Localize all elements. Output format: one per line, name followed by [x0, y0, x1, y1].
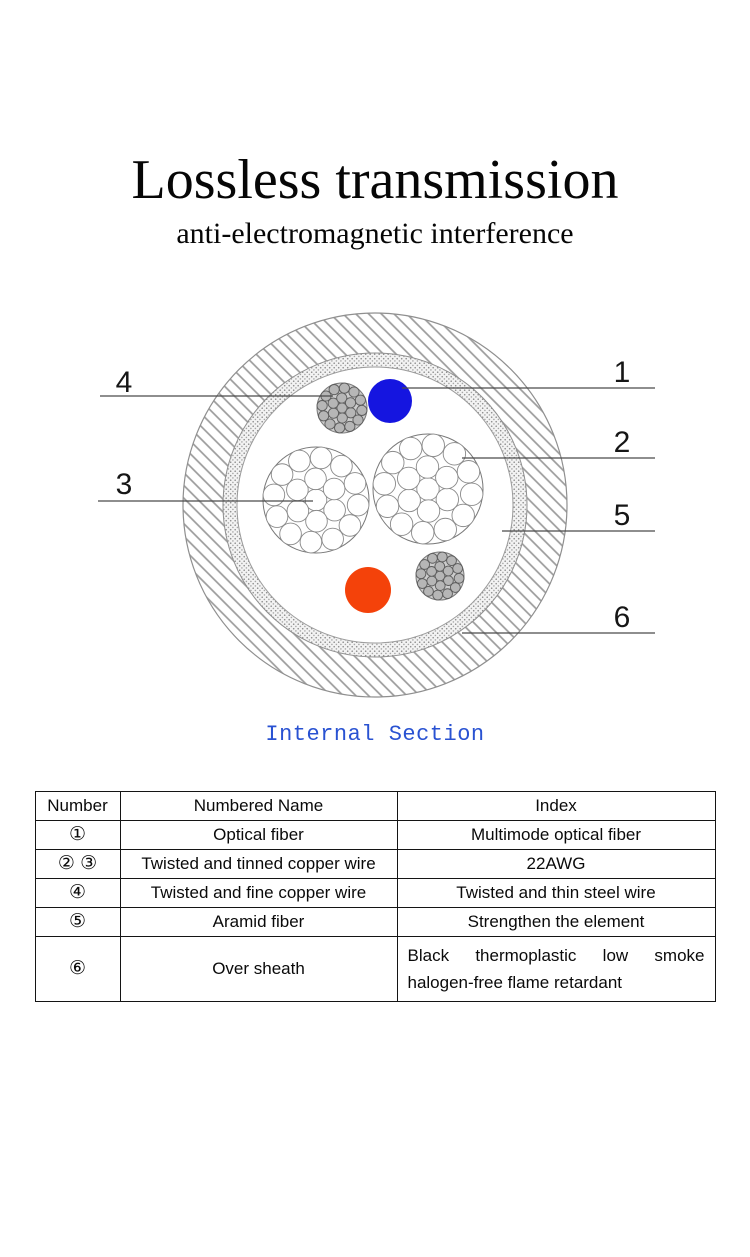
table-row: ⑥ Over sheath Black thermoplastic low sm…	[34, 935, 716, 1002]
row-name: Twisted and fine copper wire	[119, 877, 398, 908]
main-title: Lossless transmission	[131, 149, 619, 211]
table-header-row: Number Numbered Name Index	[34, 790, 716, 821]
optical-fiber-orange	[345, 566, 391, 613]
steel-wire-bundle-top	[316, 382, 368, 434]
diagram-label-5: 5	[614, 499, 631, 532]
diagram-label-3: 3	[116, 468, 133, 501]
row-number: ④	[34, 877, 121, 908]
diagram-label-1: 1	[614, 356, 631, 389]
col-header-number: Number	[34, 790, 121, 821]
row-index: Twisted and thin steel wire	[396, 877, 716, 908]
copper-wire-bundle-left	[262, 446, 370, 554]
internal-section-figure: 1 2 3 4 5 6	[0, 308, 750, 708]
table-row: ⑤ Aramid fiber Strengthen the element	[34, 906, 716, 937]
row-index: Multimode optical fiber	[396, 819, 716, 850]
subtitle: anti-electromagnetic interference	[176, 216, 574, 250]
row-number: ⑤	[34, 906, 121, 937]
row-name: Over sheath	[119, 935, 398, 1002]
diagram-label-4: 4	[116, 366, 133, 399]
row-number: ⑥	[34, 935, 121, 1002]
optical-fiber-blue	[368, 378, 412, 423]
copper-wire-bundle-right	[372, 433, 484, 545]
diagram-caption: Internal Section	[265, 721, 485, 747]
row-index: 22AWG	[396, 848, 716, 879]
steel-wire-bundle-bottom	[415, 551, 465, 601]
col-header-index: Index	[396, 790, 716, 821]
row-number: ② ③	[34, 848, 121, 879]
diagram-label-6: 6	[614, 601, 631, 634]
components-table: Number Numbered Name Index ① Optical fib…	[34, 790, 716, 1002]
col-header-name: Numbered Name	[119, 790, 398, 821]
row-index: Strengthen the element	[396, 906, 716, 937]
row-name: Twisted and tinned copper wire	[119, 848, 398, 879]
table-row: ④ Twisted and fine copper wire Twisted a…	[34, 877, 716, 908]
row-number: ①	[34, 819, 121, 850]
page: { "header": { "title": "Lossless transmi…	[0, 149, 750, 1257]
table-row: ② ③ Twisted and tinned copper wire 22AWG	[34, 848, 716, 879]
cable-cross-section-diagram: 1 2 3 4 5 6	[98, 311, 655, 698]
diagram-label-2: 2	[614, 426, 631, 459]
row-name: Optical fiber	[119, 819, 398, 850]
table-row: ① Optical fiber Multimode optical fiber	[34, 819, 716, 850]
row-name: Aramid fiber	[119, 906, 398, 937]
row-index: Black thermoplastic low smoke halogen-fr…	[396, 935, 716, 1002]
